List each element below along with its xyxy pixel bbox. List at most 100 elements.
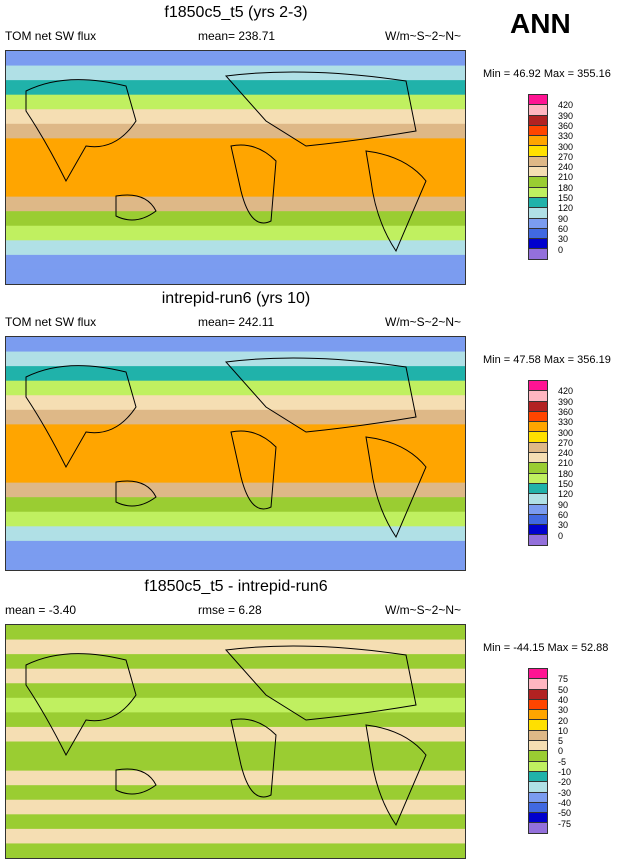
colorbar-label: -10 [558, 767, 572, 777]
zonal-band [6, 152, 465, 169]
coastline [365, 150, 427, 253]
zonal-band [6, 182, 465, 198]
panel-units: W/m~S~2~N~ [385, 315, 462, 329]
zonal-band [6, 482, 465, 499]
colorbar-label: 0 [558, 746, 564, 757]
zonal-band [6, 756, 465, 772]
colorbar-label: 75 [558, 674, 569, 685]
coastline [365, 436, 427, 539]
colorbar-label: 300 [558, 427, 574, 438]
coastline [115, 480, 157, 507]
colorbar-label: 240 [558, 162, 574, 173]
zonal-band [6, 167, 465, 184]
colorbar-label: 270 [558, 437, 574, 448]
zonal-band [6, 468, 465, 484]
colorbar-label: 90 [558, 213, 569, 224]
coastline [224, 71, 417, 147]
panel-center-label: mean= 242.11 [198, 315, 275, 329]
colorbar-label: 20 [558, 715, 569, 726]
zonal-band [6, 366, 465, 382]
panel-center-label: mean= 238.71 [198, 29, 276, 43]
colorbar-label: 60 [558, 509, 569, 520]
zonal-band [6, 80, 465, 96]
zonal-band [6, 380, 465, 397]
zonal-band [6, 654, 465, 670]
zonal-band [6, 828, 465, 845]
zonal-band [6, 555, 465, 571]
coastline [224, 357, 417, 433]
colorbar-label: 120 [558, 489, 574, 500]
coastline [224, 645, 417, 721]
zonal-band [6, 540, 465, 557]
colorbar-swatch [528, 534, 548, 546]
colorbar-label: 360 [558, 406, 574, 417]
panel-title: intrepid-run6 (yrs 10) [161, 290, 311, 307]
colorbar-label: -30 [558, 787, 572, 798]
colorbar-label: 0 [558, 530, 564, 541]
colorbar-label: 60 [558, 223, 569, 234]
colorbar-label: 420 [558, 386, 574, 397]
zonal-band [6, 814, 465, 830]
zonal-band [6, 785, 465, 801]
zonal-band [6, 511, 465, 528]
colorbar-label: -20 [558, 777, 572, 788]
colorbar-label: 210 [558, 172, 574, 183]
zonal-band [6, 138, 465, 154]
zonal-band [6, 225, 465, 242]
colorbar-label: 180 [558, 182, 574, 193]
zonal-band [6, 254, 465, 271]
colorbar-label: 300 [558, 141, 574, 152]
colorbar-label: 0 [558, 244, 564, 255]
coastline [25, 79, 137, 183]
zonal-band [6, 712, 465, 728]
zonal-band [6, 726, 465, 743]
coastline [25, 653, 137, 757]
zonal-band [6, 639, 465, 656]
colorbar-label: 10 [558, 725, 569, 736]
zonal-band [6, 211, 465, 227]
colorbar-label: 390 [558, 110, 574, 121]
map-plot [5, 624, 466, 859]
zonal-band [6, 196, 465, 213]
colorbar-label: 30 [558, 520, 569, 531]
zonal-band [6, 337, 465, 353]
colorbar-label: 120 [558, 203, 574, 214]
zonal-band [6, 240, 465, 256]
coastline [115, 768, 157, 795]
zonal-band [6, 269, 465, 285]
coastline [115, 194, 157, 221]
colorbar-label: 330 [558, 131, 574, 142]
panel-center-label: rmse = 6.28 [198, 603, 262, 617]
coastline [230, 430, 277, 510]
zonal-band [6, 395, 465, 411]
colorbar-label: 270 [558, 151, 574, 162]
panel-units: W/m~S~2~N~ [385, 29, 462, 43]
zonal-band [6, 625, 465, 641]
colorbar-label: -5 [558, 756, 567, 767]
colorbar-label: 150 [558, 479, 574, 489]
coastline [230, 718, 277, 798]
season-label: ANN [510, 8, 571, 39]
coastline [230, 144, 277, 224]
zonal-band [6, 697, 465, 714]
zonal-band [6, 741, 465, 758]
colorbar-label: 210 [558, 458, 574, 469]
colorbar [528, 94, 548, 260]
colorbar-label: -75 [558, 818, 572, 829]
colorbar-label: -40 [558, 797, 572, 808]
zonal-band [6, 453, 465, 470]
colorbar-label: 240 [558, 448, 574, 459]
zonal-band [6, 409, 465, 426]
zonal-band [6, 123, 465, 140]
colorbar-label: 90 [558, 499, 569, 510]
colorbar-label: 330 [558, 417, 574, 428]
panel-units: W/m~S~2~N~ [385, 603, 462, 617]
colorbar-label: 390 [558, 396, 574, 407]
colorbar-label: 30 [558, 234, 569, 245]
colorbar-label: 5 [558, 736, 564, 747]
panel-left-label: TOM net SW flux [5, 315, 97, 329]
panel-minmax: Min = 46.92 Max = 355.16 [483, 68, 611, 80]
coastline [25, 365, 137, 469]
zonal-band [6, 65, 465, 82]
colorbar-label: 180 [558, 468, 574, 479]
